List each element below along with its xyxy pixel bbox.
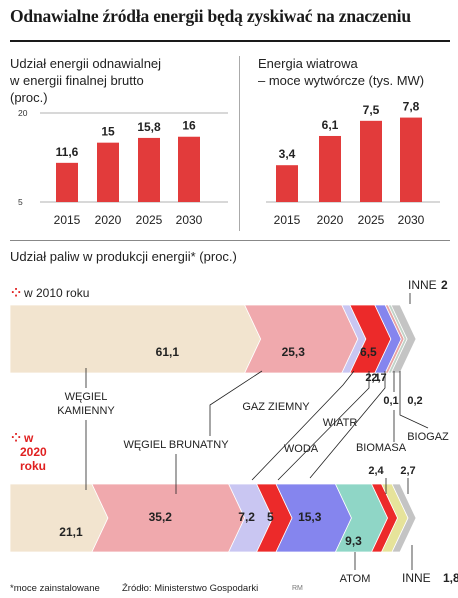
chart2-xtick-label: 2015 bbox=[274, 213, 301, 227]
chart2-xtick-label: 2030 bbox=[398, 213, 425, 227]
row2-value-label: 7,2 bbox=[238, 510, 255, 524]
chart1-value-label: 15 bbox=[101, 125, 115, 139]
row2-name-line3: roku bbox=[20, 459, 46, 473]
row2-name-line1: w bbox=[23, 431, 34, 445]
leader-woda bbox=[277, 371, 370, 481]
label-biogaz: BIOGAZ bbox=[407, 431, 449, 443]
label-wegiel-kamienny-2: KAMIENNY bbox=[57, 405, 115, 417]
chart1-title-line2: w energii finalnej brutto bbox=[10, 73, 144, 88]
chart1-bar-2030 bbox=[178, 136, 200, 202]
row2-value-label: 2,4 bbox=[368, 465, 384, 477]
row1-name: w 2010 roku bbox=[23, 286, 89, 300]
leader-gaz-ziemny bbox=[251, 370, 355, 481]
chart1-value-label: 15,8 bbox=[137, 120, 161, 134]
label-gaz-ziemny: GAZ ZIEMNY bbox=[242, 401, 310, 413]
chart2-value-label: 3,4 bbox=[279, 147, 296, 161]
chart2-bar-2020 bbox=[319, 135, 341, 202]
row1-value-label: 0,1 bbox=[383, 395, 398, 407]
row1-value-label: 61,1 bbox=[156, 345, 180, 359]
chart1-ytick-top: 20 bbox=[18, 108, 28, 118]
chart1-ytick-bottom: 5 bbox=[18, 197, 23, 207]
chart1-xtick-label: 2020 bbox=[95, 213, 122, 227]
label-wegiel-brunatny: WĘGIEL BRUNATNY bbox=[123, 439, 229, 451]
chart1-bar-2020 bbox=[97, 142, 119, 202]
row2-value-label: 15,3 bbox=[298, 510, 322, 524]
row1-value-label: 2 bbox=[441, 278, 448, 292]
leader-biogaz-top bbox=[399, 371, 429, 429]
label-atom: ATOM bbox=[340, 573, 371, 585]
chart2-value-label: 7,8 bbox=[403, 100, 420, 114]
chart3-title: Udział paliw w produkcji energii* (proc.… bbox=[10, 249, 237, 264]
chart2-bar-2025 bbox=[360, 120, 382, 202]
chart2-value-label: 6,1 bbox=[322, 118, 339, 132]
row2-marker: ⁘ bbox=[11, 431, 21, 445]
row2-value-label: 21,1 bbox=[59, 525, 83, 539]
row1-marker: ⁘ bbox=[11, 286, 21, 300]
row2-value-label: 9,3 bbox=[345, 534, 362, 548]
inne-2020-label: INNE bbox=[402, 571, 431, 585]
leader-wegiel-brunatny-top bbox=[209, 370, 263, 436]
row1-value-label: 0,2 bbox=[407, 395, 422, 407]
row2-segment-węgiel-kamienny bbox=[9, 483, 109, 553]
row2-value-label: 1,8 bbox=[443, 571, 458, 585]
row2-value-label: 35,2 bbox=[149, 510, 173, 524]
row1-segment-węgiel-kamienny bbox=[9, 304, 262, 374]
row1-segment-węgiel-brunatny bbox=[244, 304, 359, 374]
source-note: Źródło: Ministerstwo Gospodarki bbox=[122, 583, 259, 594]
chart1-bar-2015 bbox=[56, 162, 78, 202]
chart1-value-label: 11,6 bbox=[56, 145, 79, 159]
section-rule bbox=[10, 240, 450, 241]
chart2-bar-2015 bbox=[276, 165, 298, 202]
inne-2010-label: INNE bbox=[408, 278, 437, 292]
row2-value-label: 2,7 bbox=[400, 465, 415, 477]
chart-divider bbox=[239, 56, 240, 231]
chart1-title-line1: Udział energii odnawialnej bbox=[10, 56, 162, 71]
title-rule bbox=[10, 40, 450, 42]
row2-segment-inne bbox=[391, 483, 417, 553]
label-woda: WODA bbox=[284, 443, 319, 455]
chart2-title-line1: Energia wiatrowa bbox=[258, 56, 358, 71]
row1-value-label: 6,5 bbox=[360, 345, 377, 359]
chart2-title-line2: – moce wytwórcze (tys. MW) bbox=[258, 73, 425, 88]
chart1-xtick-label: 2015 bbox=[54, 213, 81, 227]
label-wegiel-kamienny-1: WĘGIEL bbox=[65, 391, 108, 403]
row2-value-label: 5 bbox=[267, 510, 274, 524]
row1-value-label: 25,3 bbox=[282, 345, 306, 359]
chart2-xtick-label: 2025 bbox=[358, 213, 385, 227]
credit: RM bbox=[292, 585, 303, 592]
label-biomasa: BIOMASA bbox=[356, 442, 407, 454]
page-title: Odnawialne źródła energii będą zyskiwać … bbox=[10, 6, 411, 26]
chart1-value-label: 16 bbox=[182, 119, 196, 133]
footnote: *moce zainstalowane bbox=[10, 583, 100, 594]
leader-wiatr bbox=[309, 371, 386, 479]
chart2-xtick-label: 2020 bbox=[317, 213, 344, 227]
chart1-bar-2025 bbox=[138, 137, 160, 202]
chart2-value-label: 7,5 bbox=[363, 103, 380, 117]
row1-value-label: 2,7 bbox=[371, 372, 386, 384]
chart1-xtick-label: 2030 bbox=[176, 213, 203, 227]
label-wiatr: WIATR bbox=[323, 417, 358, 429]
chart1-title-line3: (proc.) bbox=[10, 90, 48, 105]
chart2-bar-2030 bbox=[400, 117, 422, 202]
row2-name-line2: 2020 bbox=[20, 445, 47, 459]
chart1-xtick-label: 2025 bbox=[136, 213, 163, 227]
